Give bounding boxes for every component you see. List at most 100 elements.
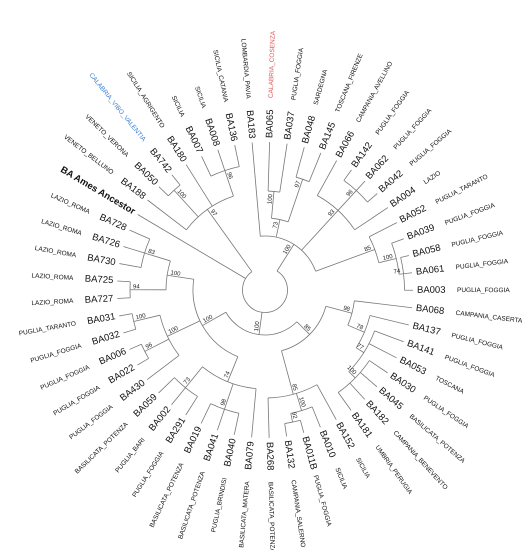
region-label: PUGLIA_BRINDISI	[210, 477, 228, 533]
strain-id: BA291	[164, 415, 189, 445]
branch	[347, 324, 365, 333]
region-label: PUGLIA_TARANTO	[434, 173, 489, 206]
bootstrap-value: 100	[170, 270, 181, 278]
bootstrap-value: 94	[133, 284, 140, 290]
branch	[287, 179, 304, 222]
leaf-branch	[233, 413, 240, 435]
strain-id: BA052	[398, 203, 428, 226]
region-label: SICILIA	[354, 457, 371, 481]
region-label: LOMBARDIA_PAVIA	[239, 39, 251, 100]
leaf-branch	[343, 169, 352, 181]
strain-id: BA010	[317, 429, 338, 460]
leaf-branch	[354, 300, 412, 309]
region-label: LAZIO_ROMA	[31, 298, 74, 307]
bootstrap-value: 83	[147, 249, 156, 257]
clade-arc	[186, 195, 234, 231]
region-label: CALABRIA_COSENZA	[268, 30, 277, 98]
leaf-branch	[251, 142, 261, 237]
branch	[185, 366, 203, 388]
region-label: PUGLIA_FOGGIA	[52, 384, 102, 417]
leaf-branch	[200, 403, 211, 424]
region-label: LAZIO_ROMA	[40, 218, 83, 237]
strain-id: BA188	[118, 176, 147, 202]
leaf-branch	[349, 382, 366, 400]
leaf-branch	[368, 222, 397, 238]
region-label: PUGLIA_FOGGIA	[451, 230, 505, 249]
strain-id: BA040	[222, 438, 239, 468]
branch	[133, 314, 161, 322]
clade-arc	[348, 330, 375, 372]
strain-id: BA141	[405, 338, 436, 358]
bootstrap-value: 73	[273, 221, 280, 229]
strain-id: BA Ames Ancestor	[58, 164, 137, 217]
bootstrap-value: 96	[225, 172, 233, 181]
bootstrap-value: 74	[393, 269, 401, 276]
branch	[258, 312, 263, 335]
branch	[281, 350, 294, 395]
leaf-branch	[119, 263, 142, 268]
branch	[378, 258, 397, 264]
branch	[295, 393, 302, 411]
region-label: PUGLIA_FOGGIA	[392, 107, 433, 151]
bootstrap-value: 100	[267, 193, 274, 204]
region-label: PUGLIA_FOGGIA	[444, 354, 496, 379]
region-label: PUGLIA_FOGGIA	[375, 89, 412, 136]
leaf-branch	[129, 343, 142, 350]
leaf-branch	[403, 272, 413, 275]
region-label: LAZIO	[423, 170, 443, 186]
bootstrap-value: 85	[290, 383, 298, 392]
leaf-branch	[267, 397, 270, 438]
leaf-branch	[308, 152, 322, 182]
region-label: PUGLIA_FOGGIA	[422, 395, 470, 431]
leaf-branch	[295, 147, 305, 178]
leaf-branch	[201, 156, 212, 177]
strain-id: BA003	[417, 285, 446, 296]
strain-id: BA068	[415, 303, 445, 317]
clade-arc	[260, 235, 317, 272]
bootstrap-value: 100	[254, 320, 261, 331]
strain-id: BA037	[282, 111, 297, 141]
strain-id: BA145	[317, 121, 338, 152]
branch	[173, 189, 199, 218]
region-label: UMBRIA_PERUGIA	[374, 444, 414, 496]
branch	[276, 244, 295, 272]
strain-id: BA268	[264, 442, 276, 471]
bootstrap-value: 92	[290, 412, 297, 420]
bootstrap-value: 74	[224, 370, 232, 379]
leaf-branch	[129, 229, 150, 240]
leaf-branch	[400, 255, 410, 258]
strain-id: BA726	[91, 232, 122, 251]
leaf-branch	[158, 377, 175, 394]
leaf-branch	[137, 214, 246, 279]
clade-arc	[242, 270, 288, 313]
region-label: PUGLIA_FOGGIA	[457, 287, 510, 294]
leaf-branch	[369, 360, 388, 374]
bootstrap-value: 98	[220, 398, 228, 407]
leaf-branch	[251, 388, 257, 438]
bootstrap-value: 77	[355, 343, 364, 352]
bootstrap-value: 100	[135, 313, 147, 321]
bootstrap-value: 100	[202, 314, 214, 324]
branch	[227, 356, 239, 382]
strain-id: BA007	[183, 125, 205, 155]
branch	[296, 321, 310, 335]
strain-id: BA728	[98, 212, 129, 234]
strain-id: BA022	[107, 362, 137, 386]
leaf-branch	[316, 160, 338, 196]
strain-id: BA008	[202, 117, 222, 148]
branch	[207, 209, 253, 272]
strain-id: BA181	[349, 410, 375, 440]
leaf-branch	[316, 384, 337, 420]
region-label: BASILICATA_POTENZA	[177, 470, 207, 540]
strain-id: BA066	[334, 129, 357, 159]
leaf-branch	[216, 409, 225, 431]
region-label: SICILIA_CATANIA	[211, 49, 229, 103]
region-label: SICILIA	[333, 467, 348, 491]
region-label: PUGLIA_FOGGIA	[455, 258, 509, 271]
branch	[144, 338, 170, 352]
strain-id: BA058	[412, 243, 442, 260]
strain-id: BA730	[86, 252, 116, 268]
strain-id: BA006	[97, 346, 128, 368]
leaf-branch	[355, 180, 366, 191]
